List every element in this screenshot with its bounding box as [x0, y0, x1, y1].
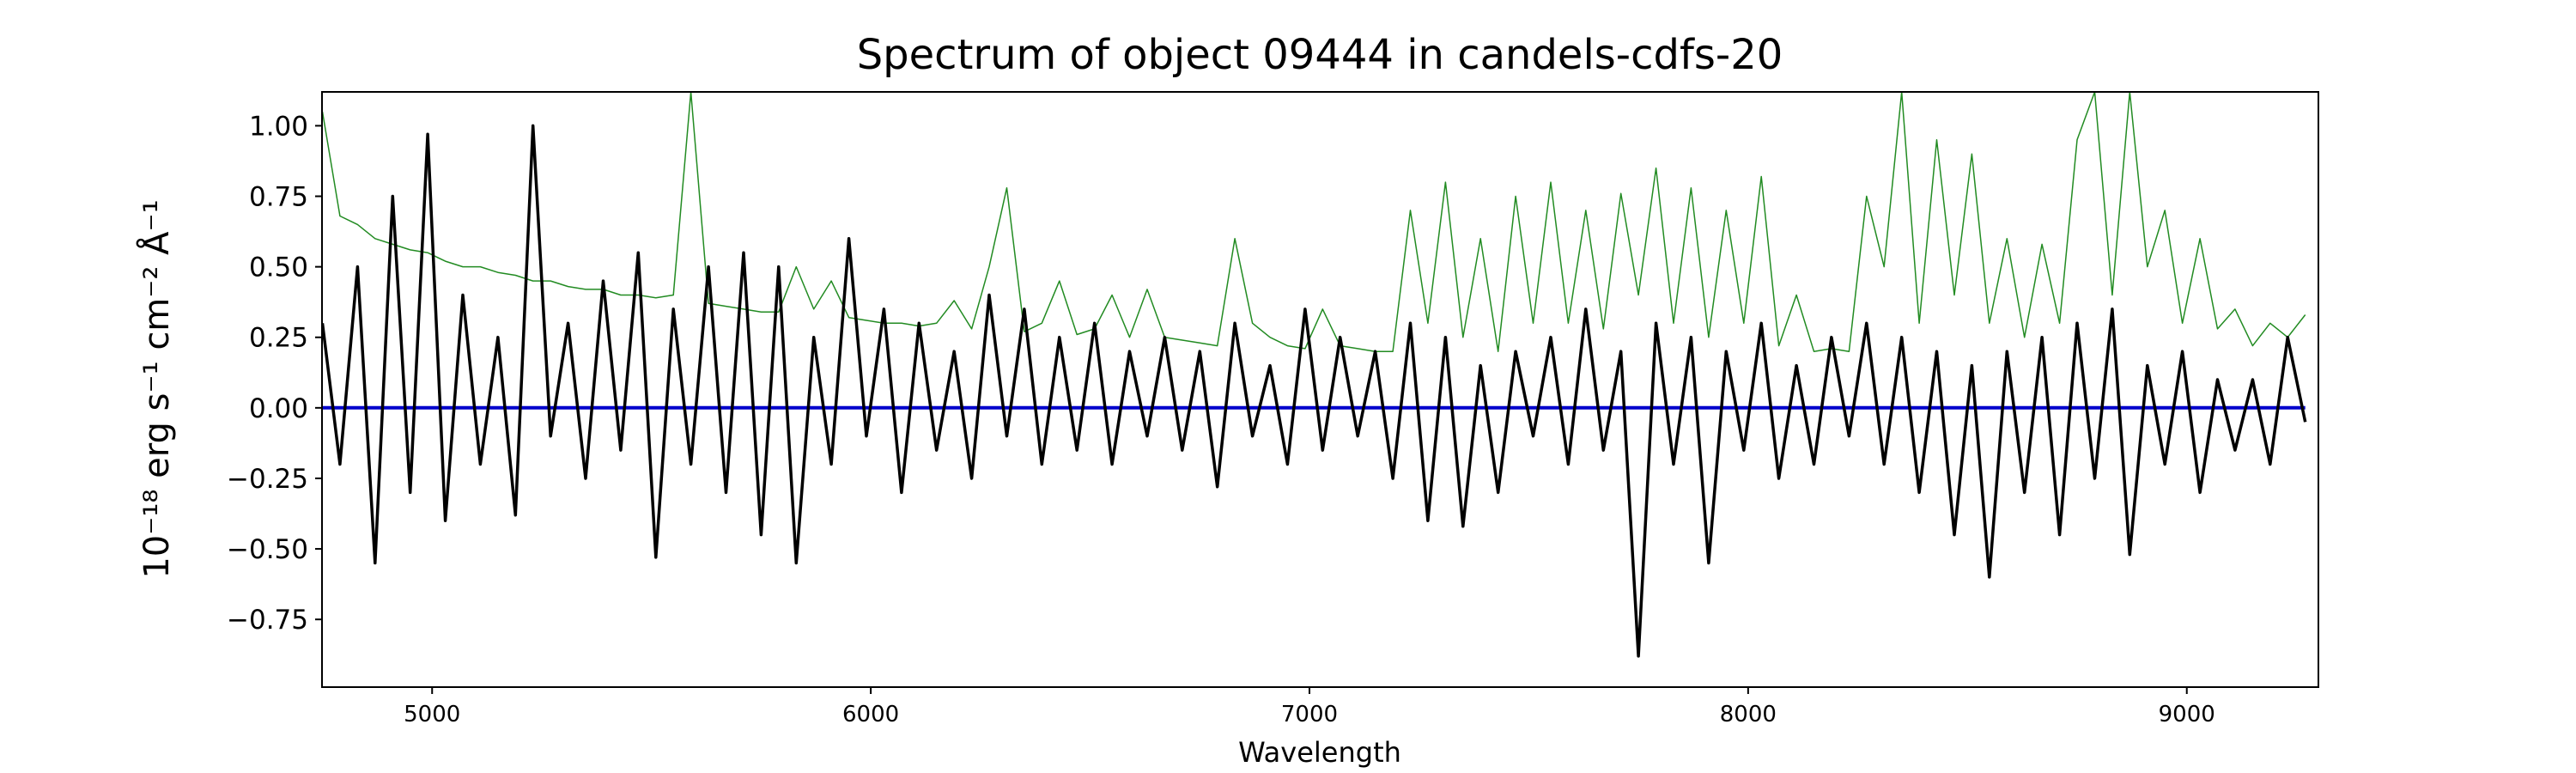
x-tick-label: 5000: [404, 702, 460, 727]
x-tick-label: 7000: [1281, 702, 1338, 727]
plot-area: [322, 92, 2307, 658]
spectrum-line: [322, 92, 2306, 352]
y-tick-label: 0.75: [249, 182, 308, 213]
x-tick-label: 8000: [1720, 702, 1777, 727]
axes: 5000 6000 7000 8000 9000 −0.75 −0.50 −0.25 0.00 0…: [227, 111, 2215, 727]
y-tick-label: −0.50: [227, 534, 308, 565]
x-axis-label: Wavelength: [1238, 736, 1401, 769]
y-tick-label: −0.75: [227, 605, 308, 636]
y-tick-label: 1.00: [249, 111, 308, 142]
y-tick-label: 0.50: [249, 253, 308, 283]
x-tick-label: 6000: [842, 702, 899, 727]
spectrum-line: [322, 124, 2307, 658]
y-tick-label: 0.25: [249, 323, 308, 354]
chart-title: Spectrum of object 09444 in candels-cdfs…: [857, 31, 1783, 79]
plot-frame: [321, 91, 2319, 688]
y-tick-label: 0.00: [249, 393, 308, 424]
x-tick-label: 9000: [2159, 702, 2215, 727]
y-tick-label: −0.25: [227, 464, 308, 495]
y-axis-label: 10⁻¹⁸ erg s⁻¹ cm⁻² Å⁻¹: [136, 199, 177, 578]
